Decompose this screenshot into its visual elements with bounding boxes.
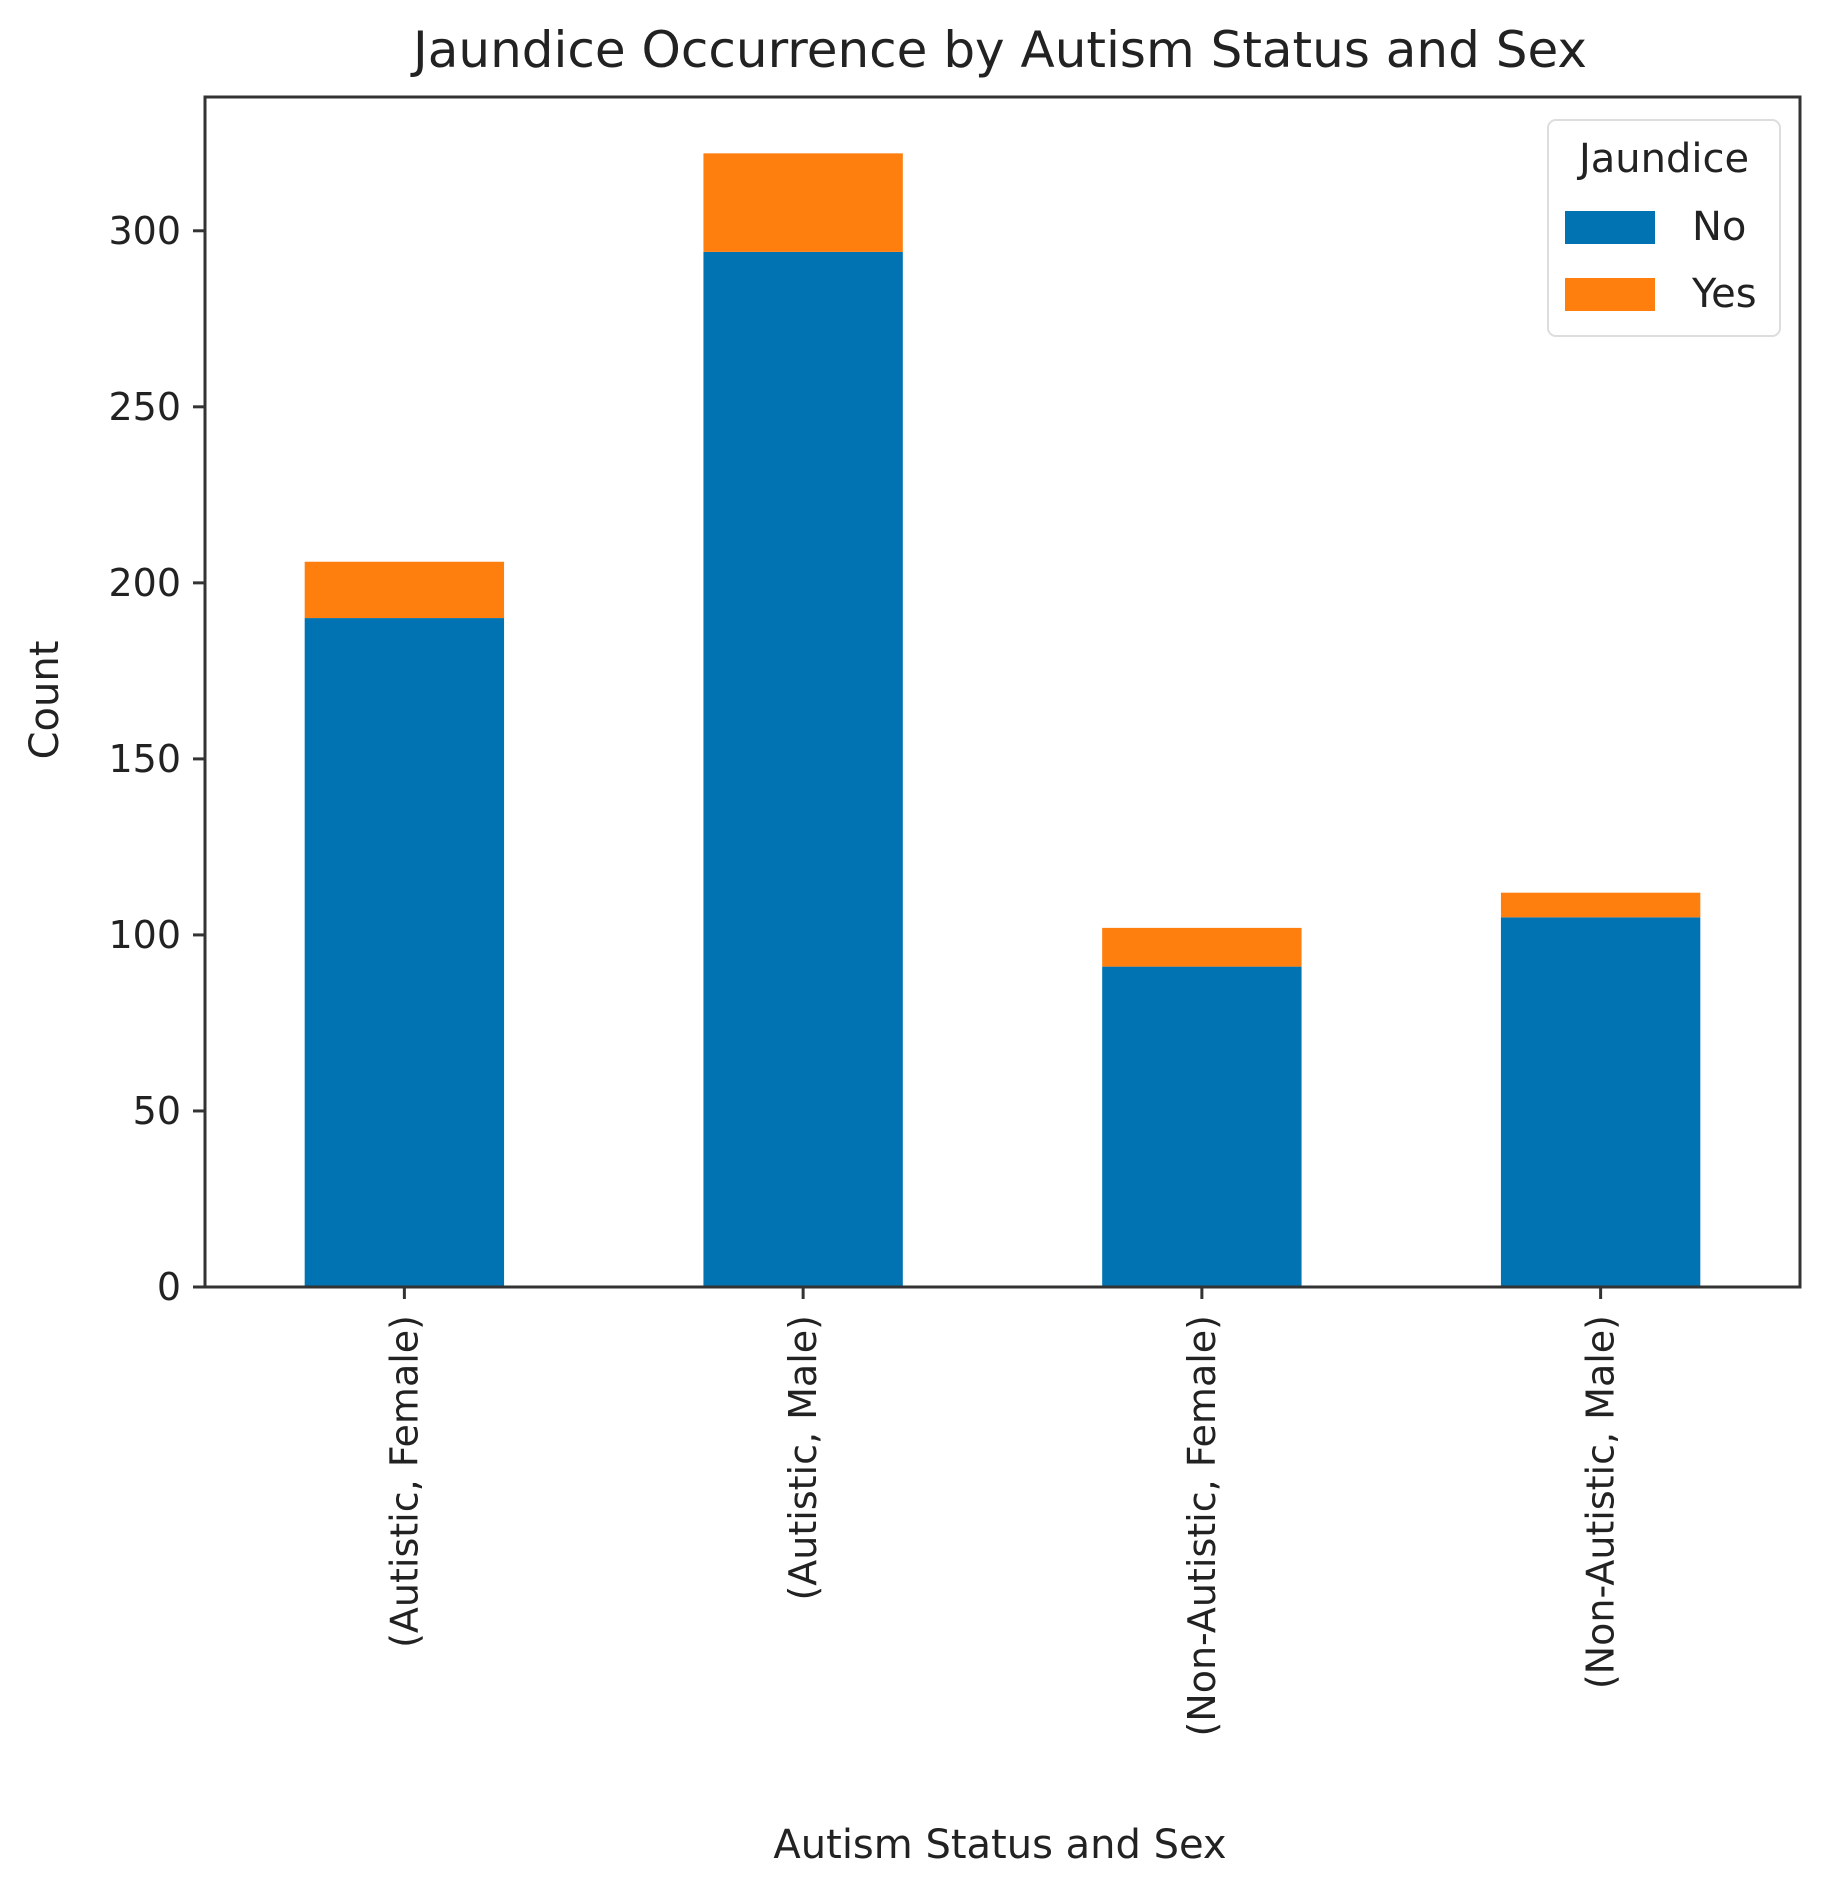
- x-tick-label: (Non-Autistic, Male): [1579, 1315, 1623, 1689]
- legend: Jaundice No Yes: [1547, 119, 1781, 337]
- bar-yes-1: [703, 153, 903, 252]
- legend-label-yes: Yes: [1691, 271, 1757, 317]
- legend-title: Jaundice: [1576, 136, 1749, 182]
- bar-no-2: [1102, 966, 1302, 1287]
- y-tick-label: 200: [108, 561, 181, 605]
- y-tick-label: 300: [108, 209, 181, 253]
- bar-no-1: [703, 251, 903, 1287]
- legend-swatch-no: [1565, 211, 1655, 244]
- x-axis-title: Autism Status and Sex: [773, 1822, 1226, 1868]
- plot-frame: [203, 95, 1802, 1289]
- y-tick-label: 0: [157, 1265, 181, 1309]
- bar-no-3: [1500, 917, 1701, 1287]
- x-tick-label: (Autistic, Female): [382, 1315, 426, 1648]
- x-tick-label: (Non-Autistic, Female): [1180, 1315, 1224, 1737]
- y-tick-label: 150: [108, 737, 181, 781]
- y-tick-label: 250: [108, 385, 181, 429]
- bar-yes-2: [1102, 927, 1302, 967]
- y-tick-label: 100: [108, 913, 181, 957]
- bar-no-0: [304, 618, 505, 1287]
- x-tick-label: (Autistic, Male): [781, 1315, 825, 1601]
- bar-yes-3: [1500, 892, 1701, 918]
- y-axis-title: Count: [22, 641, 68, 760]
- bar-yes-0: [304, 561, 505, 619]
- plot-area: (Autistic, Female) (Autistic, Male) (Non-A…: [108, 153, 1701, 1737]
- y-tick-label: 50: [133, 1089, 181, 1133]
- legend-label-no: No: [1692, 204, 1746, 250]
- chart-title: Jaundice Occurrence by Autism Status and…: [410, 21, 1587, 79]
- legend-swatch-yes: [1565, 278, 1655, 311]
